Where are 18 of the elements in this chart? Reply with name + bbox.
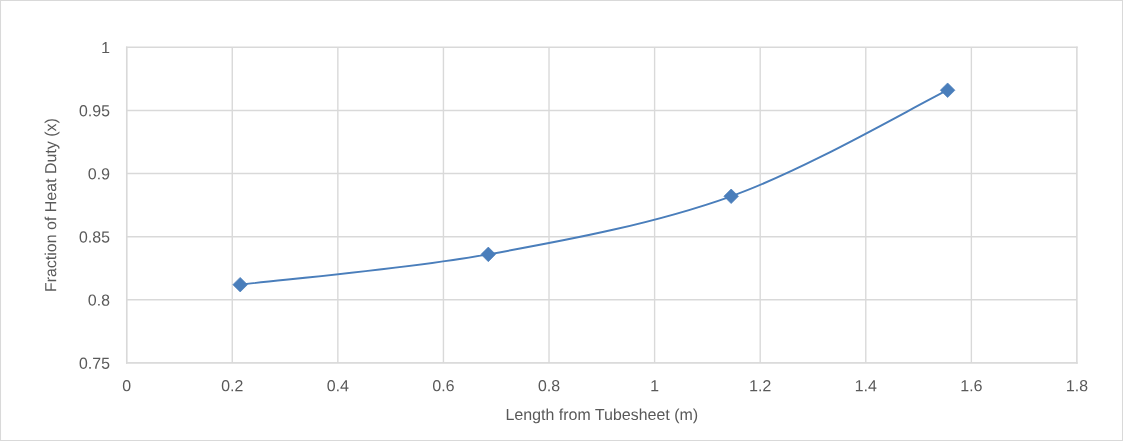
x-tick-label: 0.4 — [327, 380, 349, 392]
y-tick-label: 1 — [102, 42, 110, 54]
x-tick-label: 1 — [651, 380, 659, 392]
y-tick-label: 0.75 — [79, 357, 110, 369]
y-tick-label: 0.95 — [79, 105, 110, 117]
x-tick-label: 0 — [122, 380, 131, 392]
x-tick-label: 1.8 — [1067, 380, 1088, 392]
x-tick-label: 0.2 — [221, 380, 243, 392]
x-tick-label: 0.6 — [432, 380, 454, 392]
x-axis-title: Length from Tubesheet (m) — [506, 408, 698, 424]
x-tick-label: 1.4 — [855, 380, 877, 392]
x-tick-label: 1.6 — [961, 380, 982, 392]
y-tick-label: 0.85 — [79, 231, 110, 243]
y-axis-title: Fraction of Heat Duty (x) — [44, 119, 60, 291]
x-tick-label: 0.8 — [538, 380, 560, 392]
x-tick-label: 1.2 — [750, 380, 771, 392]
y-tick-label: 0.8 — [88, 294, 110, 306]
y-tick-label: 0.9 — [88, 168, 110, 180]
